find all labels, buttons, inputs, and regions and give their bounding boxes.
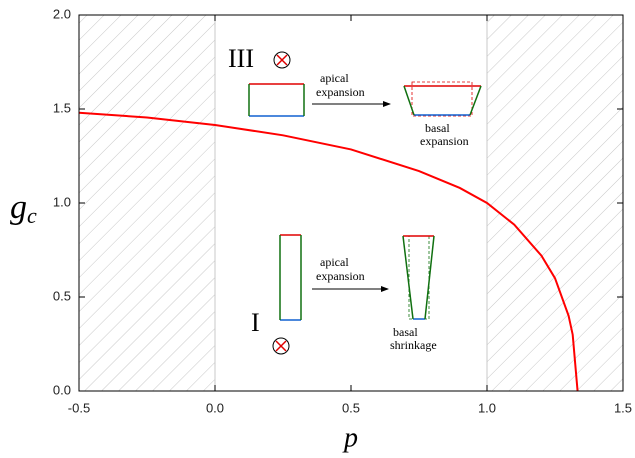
x-axis-label: p xyxy=(342,422,358,453)
schematic-upper xyxy=(248,51,482,117)
y-tick-label: 2.0 xyxy=(53,6,71,21)
y-tick-label: 1.5 xyxy=(53,100,71,115)
label-i: I xyxy=(251,308,260,337)
shaded-region xyxy=(79,15,215,391)
x-tick-label: 1.0 xyxy=(478,400,496,415)
y-tick-label: 0.5 xyxy=(53,288,71,303)
annotation: apical xyxy=(320,255,349,269)
x-tick-label: 0.0 xyxy=(206,400,224,415)
annotation: apical xyxy=(320,71,349,85)
annotation: shrinkage xyxy=(390,338,437,352)
annotation: basal xyxy=(425,121,450,135)
y-tick-label: 1.0 xyxy=(53,194,71,209)
y-tick-label: 0.0 xyxy=(53,382,71,397)
y-axis-label: gc xyxy=(10,189,37,228)
x-tick-label: 1.5 xyxy=(614,400,632,415)
x-tick-label: -0.5 xyxy=(68,400,90,415)
curve xyxy=(78,111,579,392)
annotation: expansion xyxy=(316,85,365,99)
x-tick-label: 0.5 xyxy=(342,400,360,415)
annotation: basal xyxy=(393,325,418,339)
annotation: expansion xyxy=(316,269,365,283)
label-iii: III xyxy=(228,44,254,73)
annotation: expansion xyxy=(420,134,469,148)
schematic-lower xyxy=(272,234,435,355)
plot-frame xyxy=(78,14,624,392)
shaded-region xyxy=(487,15,623,391)
